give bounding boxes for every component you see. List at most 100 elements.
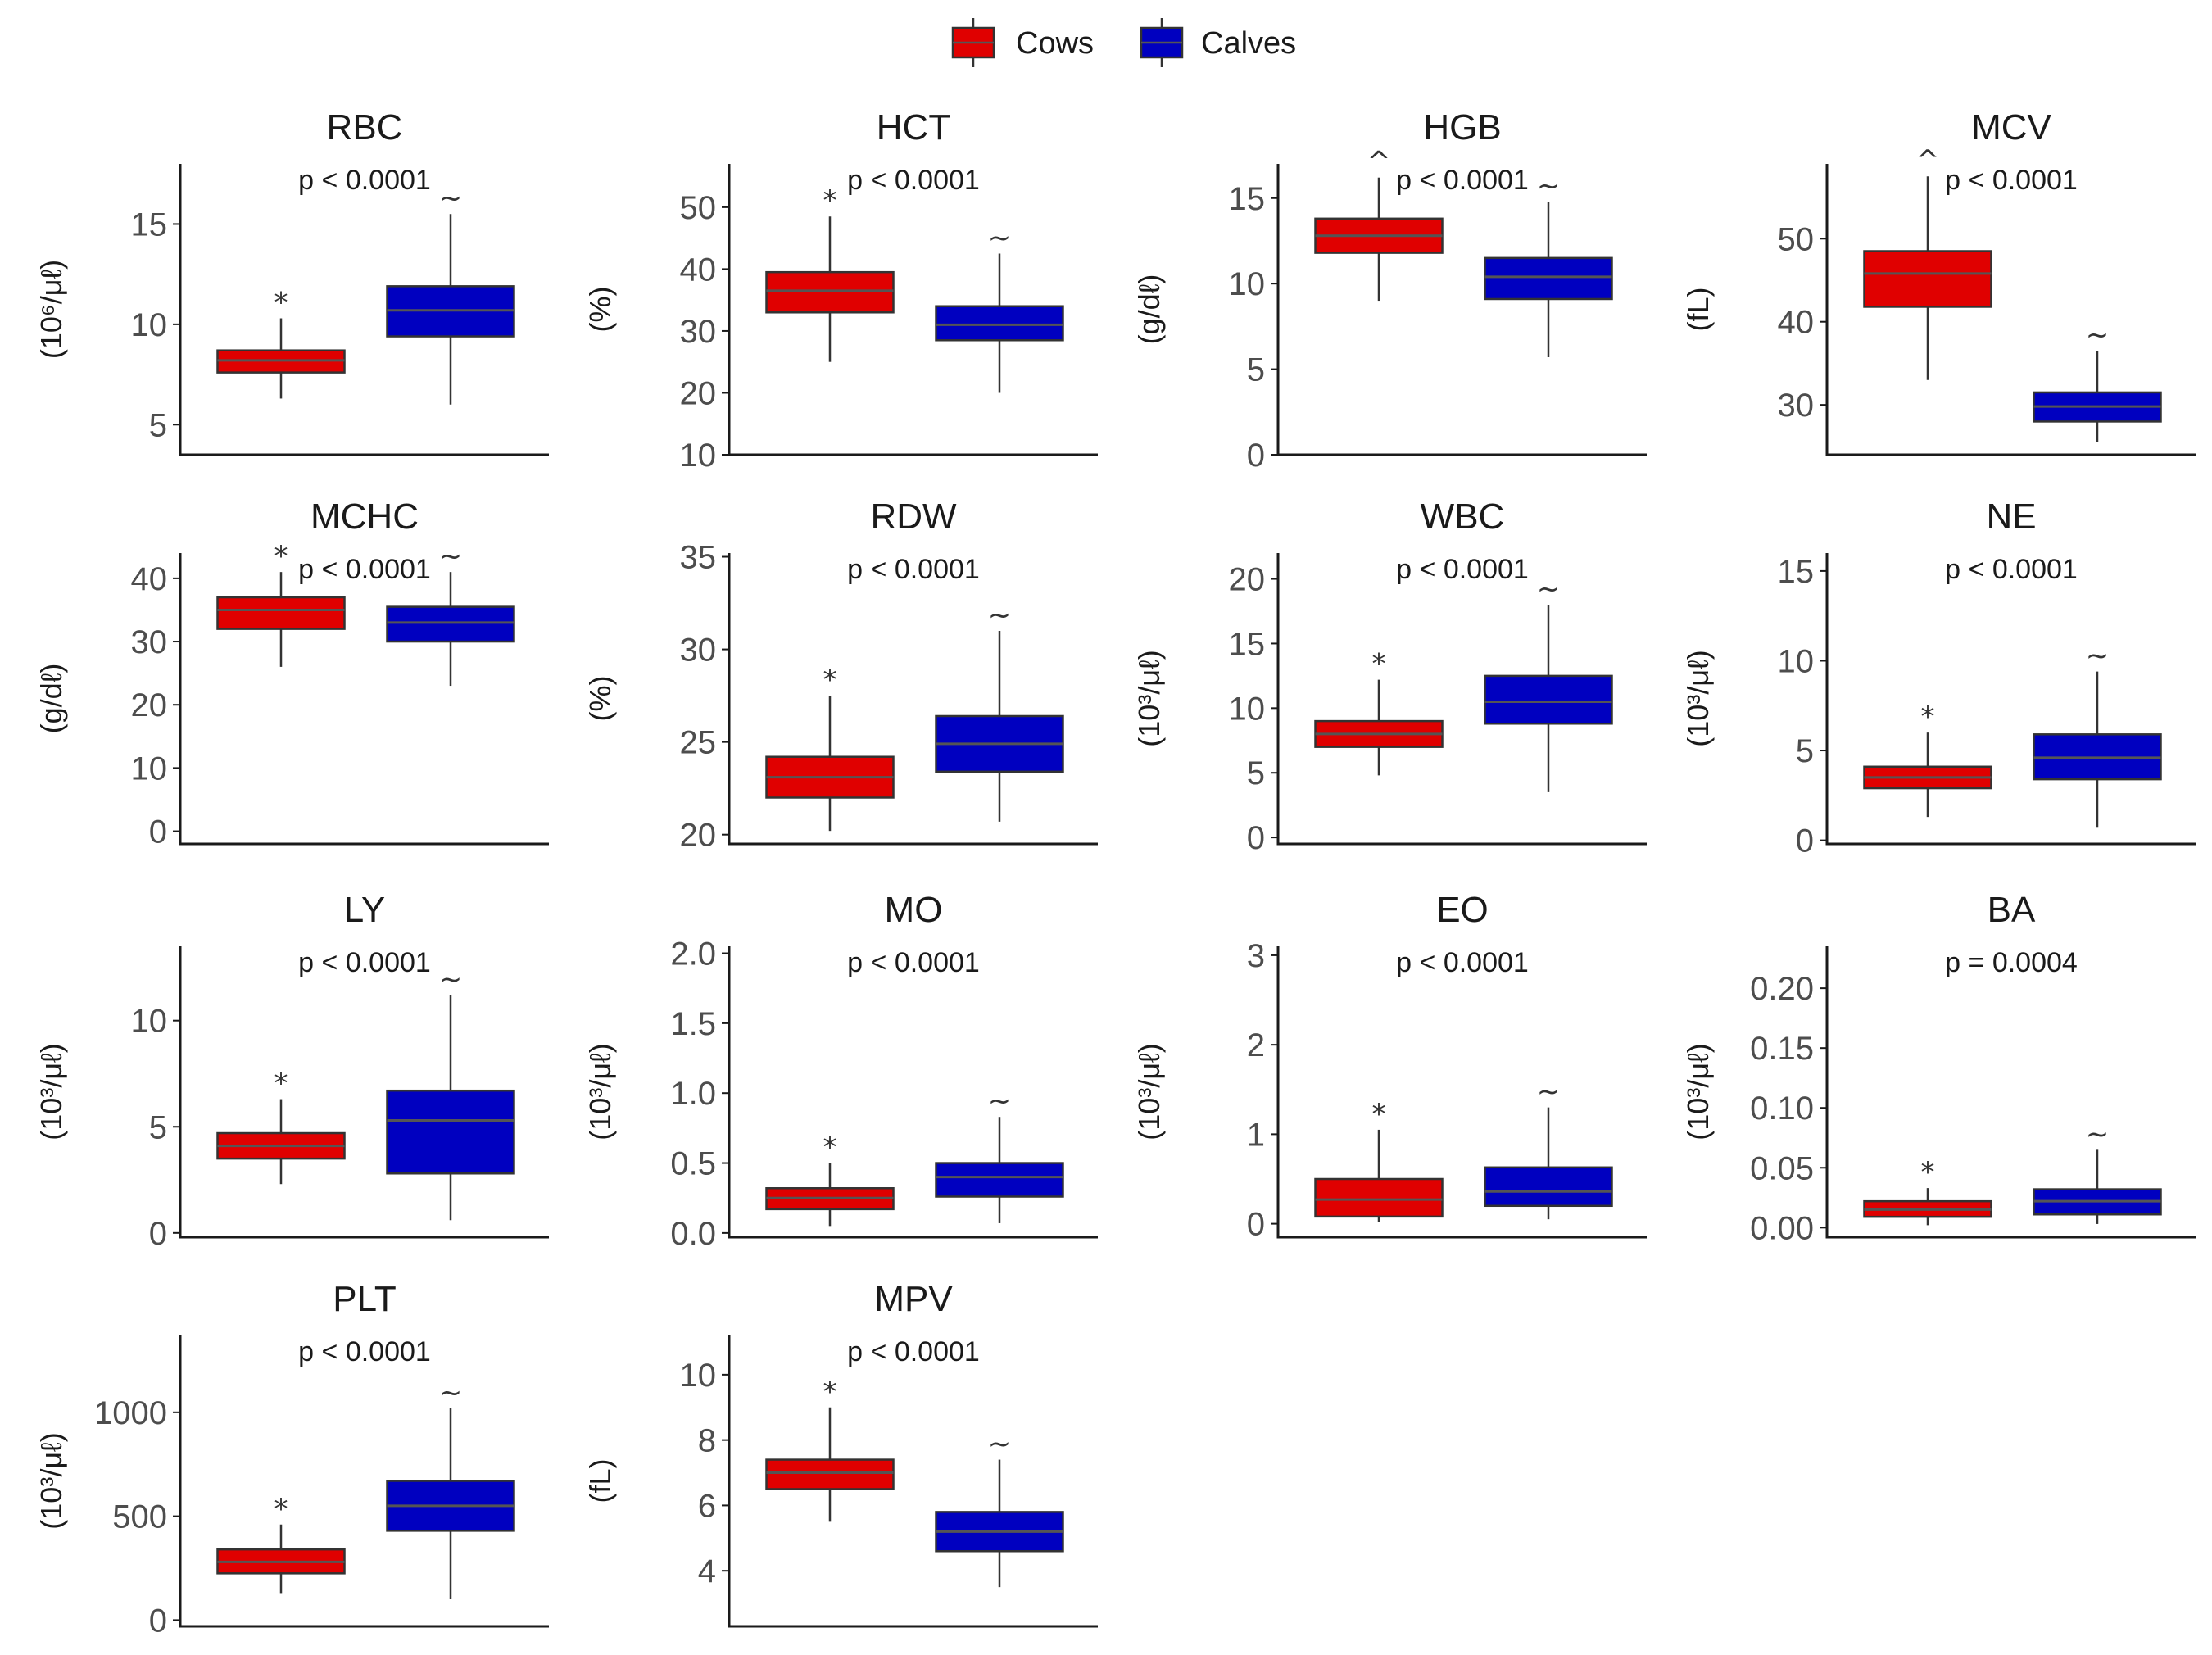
panel-rbc: RBC p < 0.0001 5 10 15 (10⁶/μℓ) * ~ [34, 107, 549, 456]
significance-mark: * [274, 540, 288, 573]
y-tick-label-rdw: 20 [680, 818, 717, 854]
p-value-mo: p < 0.0001 [847, 947, 980, 978]
panel-title-eo: EO [1436, 890, 1489, 930]
y-tick-label-hct: 50 [680, 190, 717, 226]
axes-ly [179, 946, 549, 1239]
significance-mark: ~ [439, 182, 463, 215]
box-plt-cows: * [216, 1493, 346, 1594]
y-tick-label-rdw: 25 [680, 725, 717, 761]
panel-title-hgb: HGB [1423, 107, 1501, 147]
box-iqr [386, 1089, 515, 1175]
box-ly-cows: * [216, 1068, 346, 1185]
y-tick-label-ly: 5 [149, 1109, 167, 1145]
panel-plt: PLT p < 0.0001 0 500 1000 (10³/μℓ) * ~ [34, 1279, 549, 1639]
y-tick-label-ne: 10 [1778, 643, 1815, 679]
box-eo-calves: ~ [1484, 1076, 1613, 1220]
axes-ne [1825, 553, 2196, 846]
significance-mark: ~ [2086, 640, 2110, 673]
p-value-hct: p < 0.0001 [847, 165, 980, 196]
significance-mark: ~ [439, 1376, 463, 1409]
y-axis-label-ba: (10³/μℓ) [1681, 1043, 1715, 1140]
panel-title-rdw: RDW [870, 496, 957, 537]
significance-mark: ~ [439, 964, 463, 996]
y-axis-label-mo: (10³/μℓ) [583, 1043, 617, 1140]
p-value-ba: p = 0.0004 [1945, 947, 2078, 978]
y-tick-label-mpv: 4 [698, 1553, 716, 1589]
axes-hgb [1276, 164, 1647, 456]
y-axis-label-wbc: (10³/μℓ) [1132, 650, 1166, 746]
y-tick-label-ly: 0 [149, 1216, 167, 1252]
y-tick-label-mchc: 20 [131, 687, 168, 723]
box-plt-calves: ~ [386, 1376, 515, 1600]
y-tick-label-hgb: 10 [1229, 266, 1266, 302]
box-ba-calves: ~ [2033, 1118, 2162, 1224]
y-tick-label-rdw: 30 [680, 633, 717, 669]
y-tick-label-eo: 2 [1247, 1027, 1265, 1063]
box-mchc-cows: * [216, 540, 346, 667]
panel-mo: MO p < 0.0001 0.0 0.5 1.0 1.5 2.0 (10³/μℓ) * ~ [583, 890, 1098, 1252]
axes-mcv [1825, 164, 2196, 456]
y-tick-label-mpv: 8 [698, 1423, 716, 1459]
significance-mark: ~ [988, 1428, 1012, 1461]
box-eo-cows: * [1314, 1098, 1444, 1222]
y-tick-label-mchc: 10 [131, 750, 168, 787]
y-tick-label-mcv: 50 [1778, 221, 1815, 257]
axes-mpv [728, 1335, 1098, 1628]
significance-mark: ^ [1367, 146, 1391, 179]
significance-mark: * [1921, 701, 1935, 733]
panel-title-plt: PLT [333, 1279, 396, 1319]
y-tick-label-mpv: 10 [680, 1358, 717, 1394]
y-tick-label-hct: 30 [680, 314, 717, 350]
panel-hgb: HGB p < 0.0001 0 5 10 15 (g/dℓ) ^ ~ [1132, 107, 1647, 474]
panel-eo: EO p < 0.0001 0 1 2 3 (10³/μℓ) * ~ [1132, 890, 1647, 1243]
box-ly-calves: ~ [386, 964, 515, 1221]
significance-mark: ~ [2086, 1118, 2110, 1150]
p-value-hgb: p < 0.0001 [1396, 165, 1529, 196]
y-axis-label-ne: (10³/μℓ) [1681, 650, 1715, 746]
y-tick-label-wbc: 15 [1229, 626, 1266, 662]
p-value-mcv: p < 0.0001 [1945, 165, 2078, 196]
box-hgb-cows: ^ [1314, 146, 1444, 302]
panel-rdw: RDW p < 0.0001 20 25 30 35 (%) * ~ [583, 496, 1098, 854]
panel-hct: HCT p < 0.0001 10 20 30 40 50 (%) * ~ [583, 107, 1098, 474]
panel-mpv: MPV p < 0.0001 4 6 8 10 (fL) * ~ [583, 1279, 1098, 1628]
box-mpv-cows: * [765, 1376, 895, 1522]
y-tick-label-eo: 1 [1247, 1117, 1265, 1153]
axes-wbc [1276, 553, 1647, 846]
p-value-rbc: p < 0.0001 [298, 165, 431, 196]
significance-mark: ~ [988, 1085, 1012, 1118]
y-tick-label-eo: 3 [1247, 938, 1265, 974]
box-iqr [1484, 674, 1613, 725]
y-axis-label-ly: (10³/μℓ) [34, 1043, 68, 1140]
y-axis-label-rdw: (%) [583, 676, 617, 722]
box-ne-cows: * [1863, 701, 1992, 818]
y-tick-label-ba: 0.20 [1750, 971, 1814, 1007]
legend-item-cows: Cows [951, 18, 1094, 67]
p-value-wbc: p < 0.0001 [1396, 554, 1529, 585]
significance-mark: * [274, 1068, 288, 1100]
box-mcv-cows: ^ [1863, 144, 1992, 380]
axes-ba [1825, 946, 2196, 1239]
y-tick-label-mo: 0.0 [670, 1216, 716, 1252]
box-mcv-calves: ~ [2033, 319, 2162, 442]
significance-mark: * [274, 287, 288, 320]
axes-rdw [728, 553, 1098, 846]
box-rdw-cows: * [765, 664, 895, 832]
significance-mark: ~ [988, 222, 1012, 255]
legend: Cows Calves [951, 18, 1296, 67]
significance-mark: * [1921, 1156, 1935, 1189]
significance-mark: ~ [988, 599, 1012, 632]
y-axis-label-mcv: (fL) [1681, 288, 1715, 332]
panel-title-hct: HCT [877, 107, 950, 147]
significance-mark: * [1372, 648, 1386, 681]
y-tick-label-ly: 10 [131, 1004, 168, 1040]
significance-mark: ~ [1537, 1076, 1561, 1109]
significance-mark: * [823, 1131, 837, 1164]
axes-mo [728, 946, 1098, 1239]
panel-ly: LY p < 0.0001 0 5 10 (10³/μℓ) * ~ [34, 890, 549, 1252]
y-axis-label-rbc: (10⁶/μℓ) [34, 260, 68, 359]
y-tick-label-hgb: 15 [1229, 181, 1266, 217]
y-tick-label-mo: 1.0 [670, 1076, 716, 1112]
box-iqr [1314, 1177, 1444, 1218]
